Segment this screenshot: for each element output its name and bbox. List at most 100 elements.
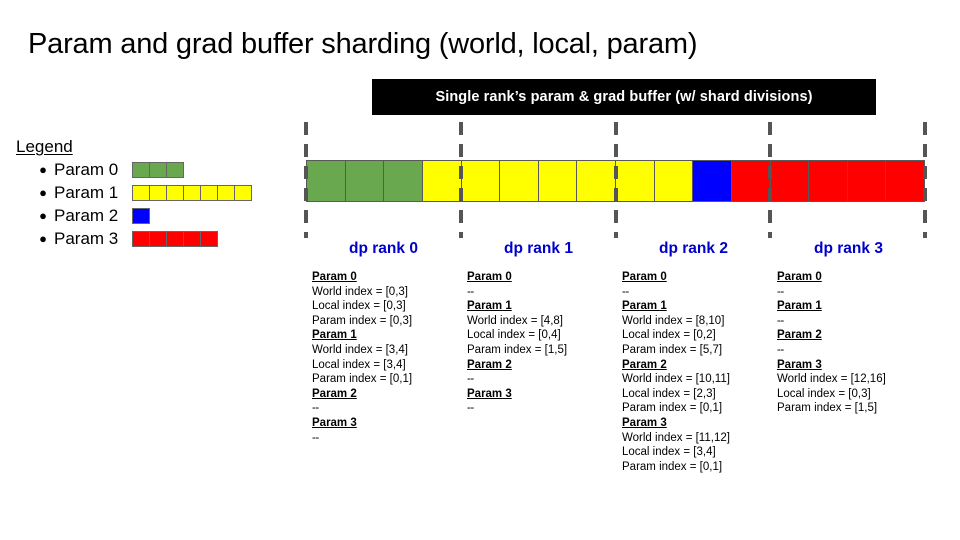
param-index-line: Param index = [0,1]	[622, 460, 723, 473]
shard-divider-0	[304, 122, 308, 238]
param-heading-2: Param 2	[467, 358, 512, 371]
param-empty-marker: --	[467, 373, 474, 386]
bullet-icon: ●	[39, 231, 47, 246]
buffer-cell-13	[809, 161, 847, 201]
legend-item-param-0: ● Param 0	[16, 159, 286, 180]
legend-item-label: Param 2	[54, 206, 119, 225]
shard-divider-1	[458, 122, 463, 238]
param-heading-0: Param 0	[622, 271, 667, 283]
legend-swatch-cell	[150, 231, 166, 246]
buffer-cell-15	[886, 161, 924, 201]
bullet-icon: ●	[39, 162, 47, 177]
buffer-cell-4	[461, 161, 500, 201]
param-index-line: Local index = [0,2]	[622, 329, 716, 342]
legend-swatch-cell	[184, 185, 200, 200]
rank-details-2: Param 0 -- Param 1 World index = [8,10] Loca…	[622, 270, 774, 474]
legend-swatch-param-1	[132, 184, 252, 201]
param-index-line: Local index = [3,4]	[312, 358, 406, 371]
shard-divider-4	[923, 122, 927, 238]
param-heading-0: Param 0	[312, 271, 357, 283]
legend-item-label: Param 1	[54, 183, 119, 202]
param-empty-marker: --	[622, 285, 629, 298]
legend-swatch-param-0	[132, 161, 184, 178]
bullet-icon: ●	[39, 185, 47, 200]
param-empty-marker: --	[467, 285, 474, 298]
rank-label-3: dp rank 3	[814, 240, 883, 257]
param-heading-1: Param 1	[777, 300, 822, 313]
shard-divider-3	[768, 122, 773, 238]
param-index-line: World index = [3,4]	[312, 343, 408, 356]
buffer-cell-12	[770, 161, 809, 201]
param-empty-marker: --	[777, 314, 784, 327]
param-empty-marker: --	[467, 402, 474, 415]
legend-swatch-cell	[150, 185, 166, 200]
buffer-banner: Single rank’s param & grad buffer (w/ sh…	[372, 79, 876, 115]
param-index-line: Param index = [1,5]	[777, 402, 878, 415]
param-index-line: Local index = [3,4]	[622, 446, 716, 459]
param-heading-3: Param 3	[777, 358, 822, 371]
legend-swatch-cell	[133, 231, 149, 246]
rank-details-1: Param 0 -- Param 1 World index = [4,8] Local…	[467, 270, 619, 416]
param-index-line: World index = [8,10]	[622, 314, 725, 327]
param-heading-2: Param 2	[622, 358, 667, 371]
legend-swatch-cell	[150, 162, 166, 177]
legend-swatch-cell	[235, 185, 251, 200]
legend-swatch-param-3	[132, 230, 218, 247]
legend-item-param-3: ● Param 3	[16, 228, 286, 249]
legend-heading: Legend	[16, 137, 73, 156]
rank-details-0: Param 0 World index = [0,3] Local index = …	[312, 270, 464, 445]
param-heading-1: Param 1	[467, 300, 512, 313]
buffer-cell-3	[422, 161, 461, 201]
param-index-line: Param index = [0,1]	[622, 402, 723, 415]
param-heading-2: Param 2	[312, 387, 357, 400]
legend-swatch-cell	[133, 208, 149, 223]
rank-label-2: dp rank 2	[659, 240, 728, 257]
buffer-cell-14	[847, 161, 886, 201]
legend: Legend ● Param 0 ● Param 1 ● Param 2 ● Param 3	[16, 136, 286, 249]
buffer-cell-10	[693, 161, 731, 201]
param-index-line: Param index = [1,5]	[467, 343, 568, 356]
param-index-line: Local index = [0,4]	[467, 329, 561, 342]
buffer-cell-7	[577, 161, 615, 201]
buffer-diagram	[304, 122, 927, 238]
legend-item-param-2: ● Param 2	[16, 205, 286, 226]
legend-swatch-cell	[218, 185, 234, 200]
legend-swatch-cell	[133, 185, 149, 200]
legend-swatch-cell	[133, 162, 149, 177]
param-index-line: World index = [11,12]	[622, 431, 730, 444]
param-heading-0: Param 0	[777, 271, 822, 283]
param-index-line: World index = [4,8]	[467, 314, 563, 327]
legend-swatch-cell	[167, 162, 183, 177]
param-index-line: World index = [10,11]	[622, 373, 730, 386]
param-heading-3: Param 3	[467, 387, 512, 400]
buffer-cell-2	[384, 161, 422, 201]
param-index-line: World index = [0,3]	[312, 285, 408, 298]
buffer-cell-1	[345, 161, 384, 201]
legend-item-label: Param 3	[54, 229, 119, 248]
legend-swatch-cell	[201, 231, 217, 246]
legend-rows: ● Param 0 ● Param 1 ● Param 2 ● Param 3	[16, 159, 286, 249]
legend-swatch-cell	[167, 185, 183, 200]
param-empty-marker: --	[312, 431, 319, 444]
param-empty-marker: --	[777, 285, 784, 298]
bullet-icon: ●	[39, 208, 47, 223]
param-empty-marker: --	[312, 402, 319, 415]
buffer-cell-6	[538, 161, 577, 201]
legend-item-param-1: ● Param 1	[16, 182, 286, 203]
legend-swatch-cell	[167, 231, 183, 246]
param-heading-2: Param 2	[777, 329, 822, 342]
legend-swatch-cell	[201, 185, 217, 200]
legend-item-label: Param 0	[54, 160, 119, 179]
param-index-line: Param index = [5,7]	[622, 343, 723, 356]
param-heading-1: Param 1	[622, 300, 667, 313]
param-heading-3: Param 3	[312, 416, 357, 429]
buffer-cell-9	[654, 161, 693, 201]
param-index-line: World index = [12,16]	[777, 373, 886, 386]
shard-divider-2	[613, 122, 618, 238]
page-title: Param and grad buffer sharding (world, l…	[28, 28, 698, 60]
param-index-line: Local index = [0,3]	[312, 300, 406, 313]
rank-label-0: dp rank 0	[349, 240, 418, 257]
legend-swatch-cell	[184, 231, 200, 246]
param-empty-marker: --	[777, 343, 784, 356]
buffer-cell-5	[500, 161, 538, 201]
